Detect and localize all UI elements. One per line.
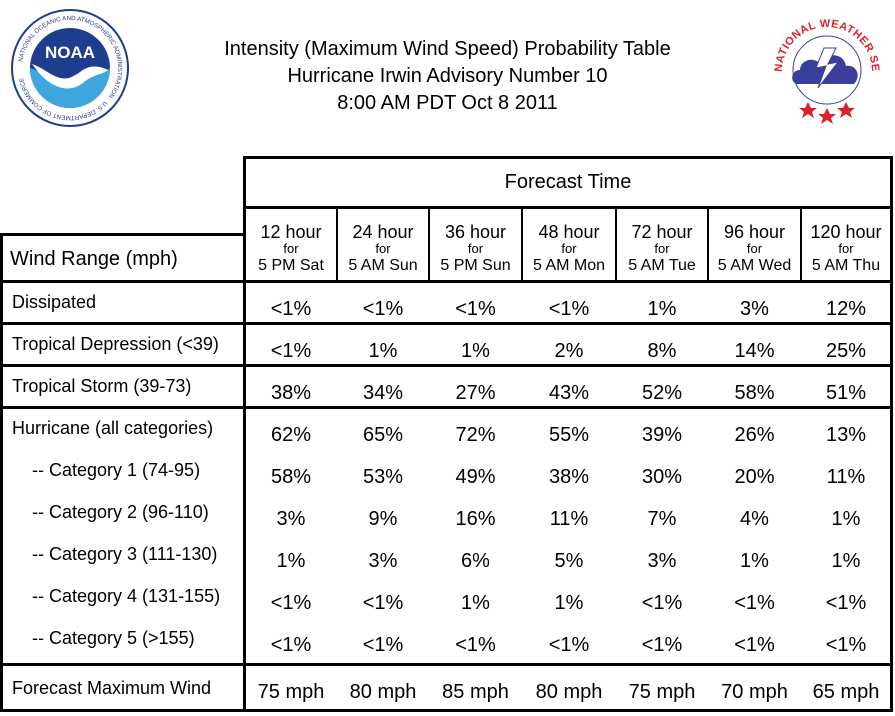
table-cell: <1%: [641, 633, 683, 656]
table-cell: 3%: [276, 507, 306, 530]
wind-range-label: Wind Range (mph): [10, 248, 178, 270]
table-cell: 26%: [734, 423, 775, 446]
table-cell: 52%: [641, 381, 683, 404]
table-cell: 5%: [554, 549, 584, 572]
row-label-tropical-storm: Tropical Storm (39-73): [12, 376, 192, 396]
table-cell: <1%: [270, 633, 312, 656]
table-cell: 1%: [831, 507, 861, 530]
table-cell: <1%: [548, 297, 590, 320]
table-cell: 11%: [549, 507, 589, 530]
table-cell: <1%: [548, 633, 590, 656]
table-cell: 3%: [740, 297, 769, 320]
table-cell: 65%: [362, 423, 404, 446]
table-cell: 6%: [461, 549, 490, 572]
column-header: 36 hour for 5 PM Sun: [440, 222, 511, 274]
column-header: 24 hour for 5 AM Sun: [348, 222, 418, 274]
table-cell: 3%: [368, 549, 398, 572]
column-header: 48 hour for 5 AM Mon: [532, 222, 606, 274]
column-header: 120 hour for 5 AM Thu: [810, 222, 882, 274]
table-cell: 27%: [455, 381, 496, 404]
table-cell: <1%: [455, 297, 496, 320]
table-cell: 38%: [548, 465, 590, 488]
table-cell: <1%: [362, 591, 404, 614]
row-label-category-5: -- Category 5 (>155): [32, 628, 195, 648]
table-cell: 62%: [270, 423, 312, 446]
table-cell: <1%: [270, 297, 312, 320]
row-label-category-3: -- Category 3 (111-130): [32, 544, 218, 564]
max-wind-cell: 80 mph: [349, 680, 417, 703]
table-cell: 1%: [368, 339, 398, 362]
table-cell: 58%: [270, 465, 312, 488]
row-label-tropical-depression: Tropical Depression (<39): [12, 334, 219, 354]
row-label-hurricane: Hurricane (all categories): [12, 418, 214, 438]
column-header: 72 hour for 5 AM Tue: [628, 222, 696, 274]
nws-logo: NATIONAL WEATHER SERVICE: [768, 4, 883, 124]
table-cell: 58%: [734, 381, 775, 404]
table-cell: 14%: [734, 339, 775, 362]
row-label-category-4: -- Category 4 (131-155): [32, 586, 221, 606]
max-wind-cell: 75 mph: [257, 680, 325, 703]
table-cell: 38%: [270, 381, 312, 404]
table-cell: 25%: [825, 339, 867, 362]
title-line-3: 8:00 AM PDT Oct 8 2011: [337, 92, 558, 114]
table-cell: 1%: [554, 591, 584, 614]
column-header: 96 hour for 5 AM Wed: [717, 222, 792, 274]
table-cell: 16%: [455, 507, 496, 530]
max-wind-cell: 65 mph: [812, 680, 880, 703]
table-cell: 1%: [461, 339, 490, 362]
table-cell: 1%: [276, 549, 306, 572]
table-cell: 49%: [455, 465, 496, 488]
table-cell: 34%: [362, 381, 404, 404]
table-cell: 2%: [554, 339, 584, 362]
table-cell: 12%: [825, 297, 867, 320]
title-line-1: Intensity (Maximum Wind Speed) Probabili…: [224, 38, 671, 60]
title-block: Intensity (Maximum Wind Speed) Probabili…: [150, 36, 745, 117]
table-cell: <1%: [641, 591, 683, 614]
table-cell: 39%: [641, 423, 683, 446]
max-wind-cell: 70 mph: [721, 680, 788, 703]
table-cell: 7%: [647, 507, 677, 530]
table-cell: <1%: [270, 339, 312, 362]
table-cell: <1%: [734, 591, 775, 614]
table-cell: 43%: [548, 381, 590, 404]
table-cell: 1%: [647, 297, 677, 320]
table-cell: 4%: [740, 507, 769, 530]
forecast-time-label: Forecast Time: [504, 171, 632, 193]
svg-text:NOAA: NOAA: [45, 43, 95, 62]
table-cell: <1%: [362, 633, 404, 656]
row-label-max-wind: Forecast Maximum Wind: [12, 678, 212, 698]
row-label-category-1: -- Category 1 (74-95): [32, 460, 201, 480]
page-header: NOAA NATIONAL OCEANIC AND ATMOSPHERIC AD…: [0, 0, 895, 150]
table-cell: <1%: [270, 591, 312, 614]
max-wind-cell: 85 mph: [442, 680, 509, 703]
table-cell: 55%: [548, 423, 590, 446]
row-label-category-2: -- Category 2 (96-110): [32, 502, 209, 522]
table-cell: <1%: [825, 633, 867, 656]
table-cell: <1%: [455, 633, 496, 656]
table-cell: 11%: [826, 465, 866, 488]
table-cell: 1%: [461, 591, 490, 614]
table-cell: <1%: [362, 297, 404, 320]
max-wind-cell: 80 mph: [535, 680, 603, 703]
table-cell: 3%: [647, 549, 677, 572]
table-cell: <1%: [734, 633, 775, 656]
table-cell: <1%: [825, 591, 867, 614]
max-wind-cell: 75 mph: [628, 680, 696, 703]
row-label-dissipated: Dissipated: [12, 292, 97, 312]
table-cell: 1%: [740, 549, 769, 572]
table-cell: 51%: [825, 381, 867, 404]
table-cell: 9%: [368, 507, 398, 530]
table-cell: 1%: [831, 549, 861, 572]
table-cell: 53%: [362, 465, 404, 488]
column-header: 12 hour for 5 PM Sat: [258, 222, 324, 274]
noaa-logo: NOAA NATIONAL OCEANIC AND ATMOSPHERIC AD…: [11, 9, 129, 127]
table-cell: 20%: [734, 465, 775, 488]
table-cell: 72%: [455, 423, 496, 446]
title-line-2: Hurricane Irwin Advisory Number 10: [287, 65, 608, 87]
table-cell: 8%: [647, 339, 677, 362]
table-cell: 13%: [825, 423, 867, 446]
table-cell: 30%: [641, 465, 683, 488]
